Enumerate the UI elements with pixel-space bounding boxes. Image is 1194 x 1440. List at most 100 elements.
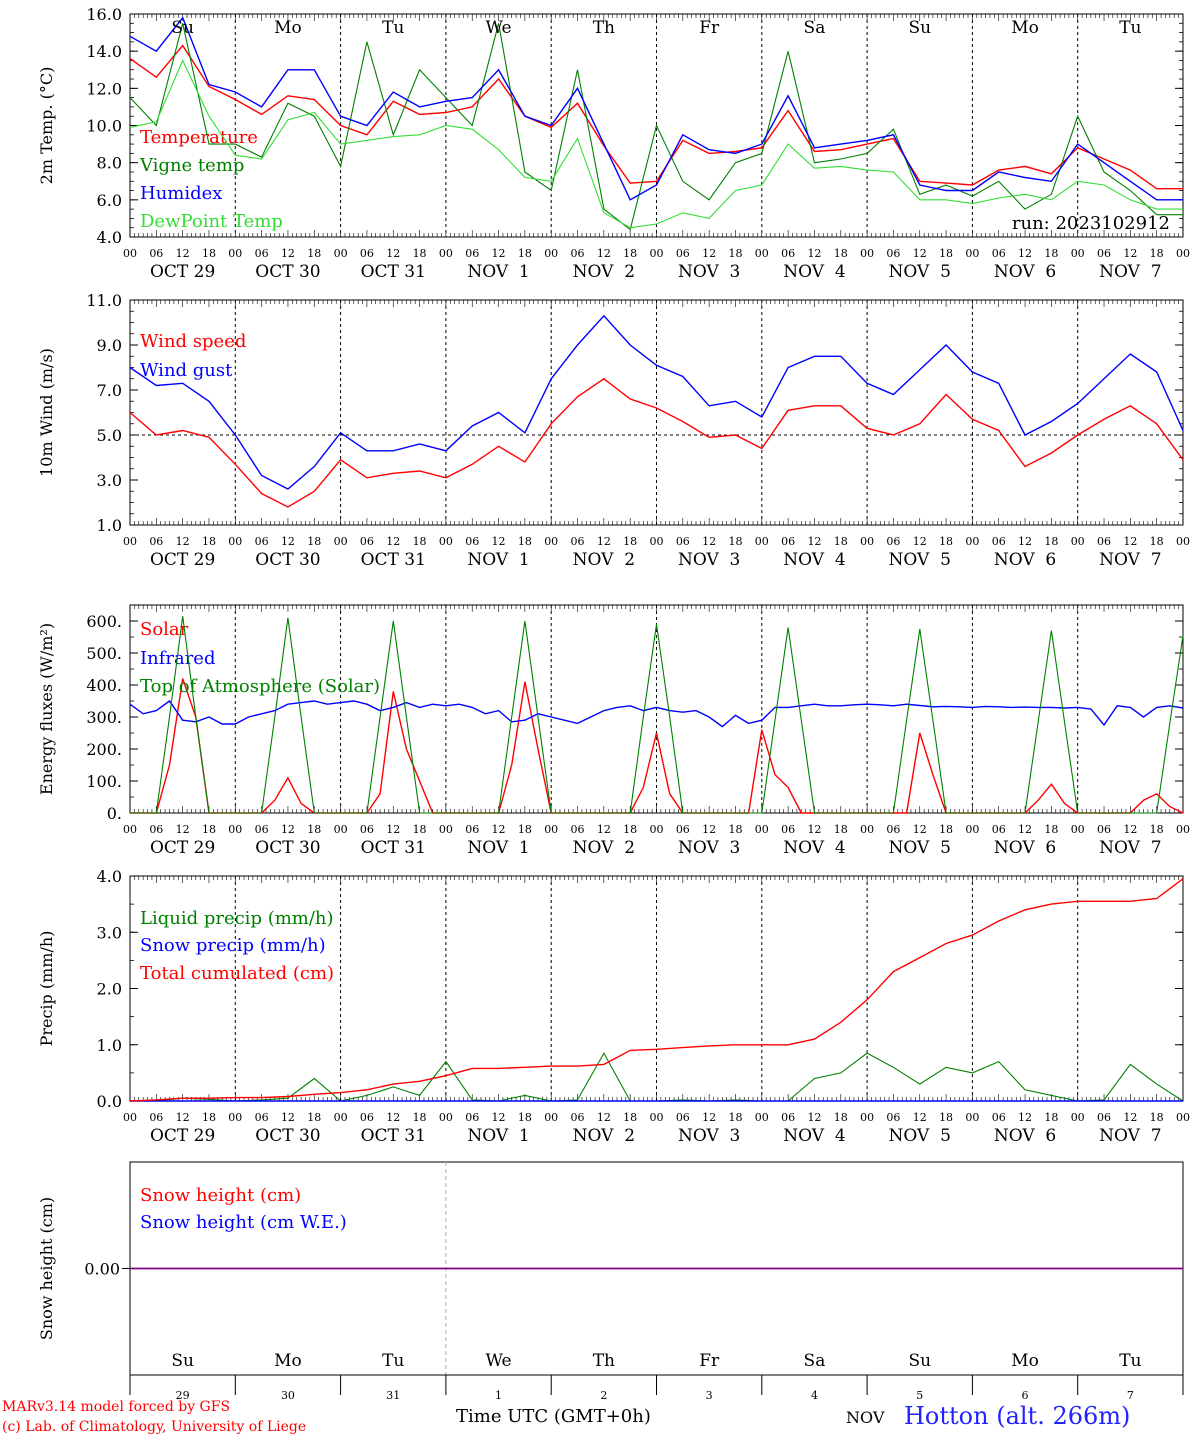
hour-label: 06 [255, 823, 269, 836]
hour-label: 06 [255, 247, 269, 260]
y-tick-label: 8.0 [97, 154, 122, 173]
model-credit: MARv3.14 model forced by GFS [2, 1399, 231, 1415]
weekday-label: Mo [274, 18, 302, 38]
hour-label: 00 [1071, 823, 1085, 836]
date-label: OCT 30 [255, 838, 320, 858]
hour-label: 12 [702, 1111, 716, 1124]
date-label: OCT 30 [255, 262, 320, 282]
copyright-credit: (c) Lab. of Climatology, University of L… [2, 1419, 307, 1435]
hour-label: 12 [1123, 1111, 1137, 1124]
date-label: NOV 1 [467, 1126, 529, 1146]
y-axis-title: 2m Temp. (°C) [37, 67, 56, 185]
hour-label: 18 [413, 1111, 427, 1124]
date-label: NOV 6 [994, 262, 1056, 282]
hour-label: 18 [939, 247, 953, 260]
hour-label: 06 [149, 823, 163, 836]
y-tick-label: 10.0 [86, 117, 122, 136]
hour-label: 06 [360, 1111, 374, 1124]
hour-label: 18 [834, 247, 848, 260]
y-axis-title: Energy fluxes (W/m²) [37, 623, 56, 795]
hour-label: 00 [544, 1111, 558, 1124]
hour-label: 00 [228, 247, 242, 260]
date-label: OCT 31 [361, 1126, 426, 1146]
hour-label: 06 [676, 1111, 690, 1124]
weekday-label: Mo [1011, 18, 1039, 38]
hour-label: 06 [676, 535, 690, 548]
date-label: OCT 29 [150, 838, 215, 858]
hour-label: 18 [623, 247, 637, 260]
hour-label: 06 [781, 823, 795, 836]
weekday-label: Sa [804, 18, 826, 38]
weekday-label: Su [908, 1351, 931, 1371]
hour-label: 18 [202, 535, 216, 548]
hour-label: 12 [913, 823, 927, 836]
weekday-label: Th [593, 18, 615, 38]
hour-label: 18 [518, 535, 532, 548]
hour-label: 12 [807, 535, 821, 548]
hour-label: 06 [992, 823, 1006, 836]
weekday-label: Sa [804, 1351, 826, 1371]
hour-label: 06 [886, 247, 900, 260]
y-tick-label: 0.00 [84, 1260, 120, 1279]
hour-label: 12 [597, 1111, 611, 1124]
date-label: OCT 29 [150, 262, 215, 282]
hour-label: 18 [413, 823, 427, 836]
hour-label: 12 [1123, 823, 1137, 836]
date-label: NOV 2 [573, 838, 635, 858]
hour-label: 00 [439, 535, 453, 548]
hour-label: 00 [755, 247, 769, 260]
y-tick-label: 4.0 [97, 867, 122, 886]
hour-label: 00 [860, 247, 874, 260]
date-label: NOV 2 [573, 1126, 635, 1146]
day-number: 2 [600, 1389, 607, 1402]
hour-label: 18 [728, 535, 742, 548]
hour-label: 18 [1150, 535, 1164, 548]
weekday-label: Tu [382, 18, 404, 38]
hour-label: 00 [965, 535, 979, 548]
date-label: NOV 7 [1099, 838, 1161, 858]
hour-label: 18 [623, 823, 637, 836]
panel-3: 00 06 12 18 00 06 12 18 00 06 12 18 00 06 12 18 00 06 12 18… [37, 604, 1190, 858]
hour-label: 00 [334, 1111, 348, 1124]
day-number: 1 [495, 1389, 502, 1402]
date-label: OCT 30 [255, 550, 320, 570]
hour-label: 12 [702, 535, 716, 548]
series-line-1 [129, 314, 1184, 490]
hour-label: 12 [702, 247, 716, 260]
hour-label: 00 [123, 1111, 137, 1124]
hour-label: 12 [281, 1111, 295, 1124]
run-annotation: run: 2023102912 [1012, 213, 1170, 234]
hour-label: 06 [676, 247, 690, 260]
y-tick-label: 2.0 [97, 980, 122, 999]
hour-label: 06 [571, 535, 585, 548]
hour-label: 12 [176, 1111, 190, 1124]
hour-label: 06 [1097, 1111, 1111, 1124]
hour-label: 00 [544, 247, 558, 260]
hour-label: 00 [650, 535, 664, 548]
hour-label: 00 [1176, 823, 1190, 836]
station-label: Hotton (alt. 266m) [904, 1402, 1131, 1430]
hour-label: 12 [281, 535, 295, 548]
hour-label: 06 [571, 1111, 585, 1124]
hour-label: 00 [439, 823, 453, 836]
weekday-label: We [485, 1351, 511, 1371]
hour-label: 00 [228, 823, 242, 836]
day-number: 3 [706, 1389, 713, 1402]
date-label: OCT 31 [361, 838, 426, 858]
hour-label: 12 [597, 535, 611, 548]
weekday-label: Su [171, 18, 194, 38]
y-axis-title: Snow height (cm) [37, 1197, 56, 1340]
y-tick-label: 16.0 [86, 5, 122, 24]
legend-entry: DewPoint Temp [140, 211, 283, 232]
hour-label: 06 [992, 535, 1006, 548]
y-tick-label: 0.0 [97, 1092, 122, 1111]
panel-2: 00 06 12 18 00 06 12 18 00 06 12 18 00 06 12 18 00 06 12 18… [37, 291, 1190, 570]
hour-label: 06 [149, 1111, 163, 1124]
weekday-label: Mo [1011, 1351, 1039, 1371]
hour-label: 06 [886, 535, 900, 548]
hour-label: 06 [360, 823, 374, 836]
hour-label: 12 [1018, 1111, 1032, 1124]
y-tick-label: 9.0 [97, 336, 122, 355]
hour-label: 12 [492, 247, 506, 260]
